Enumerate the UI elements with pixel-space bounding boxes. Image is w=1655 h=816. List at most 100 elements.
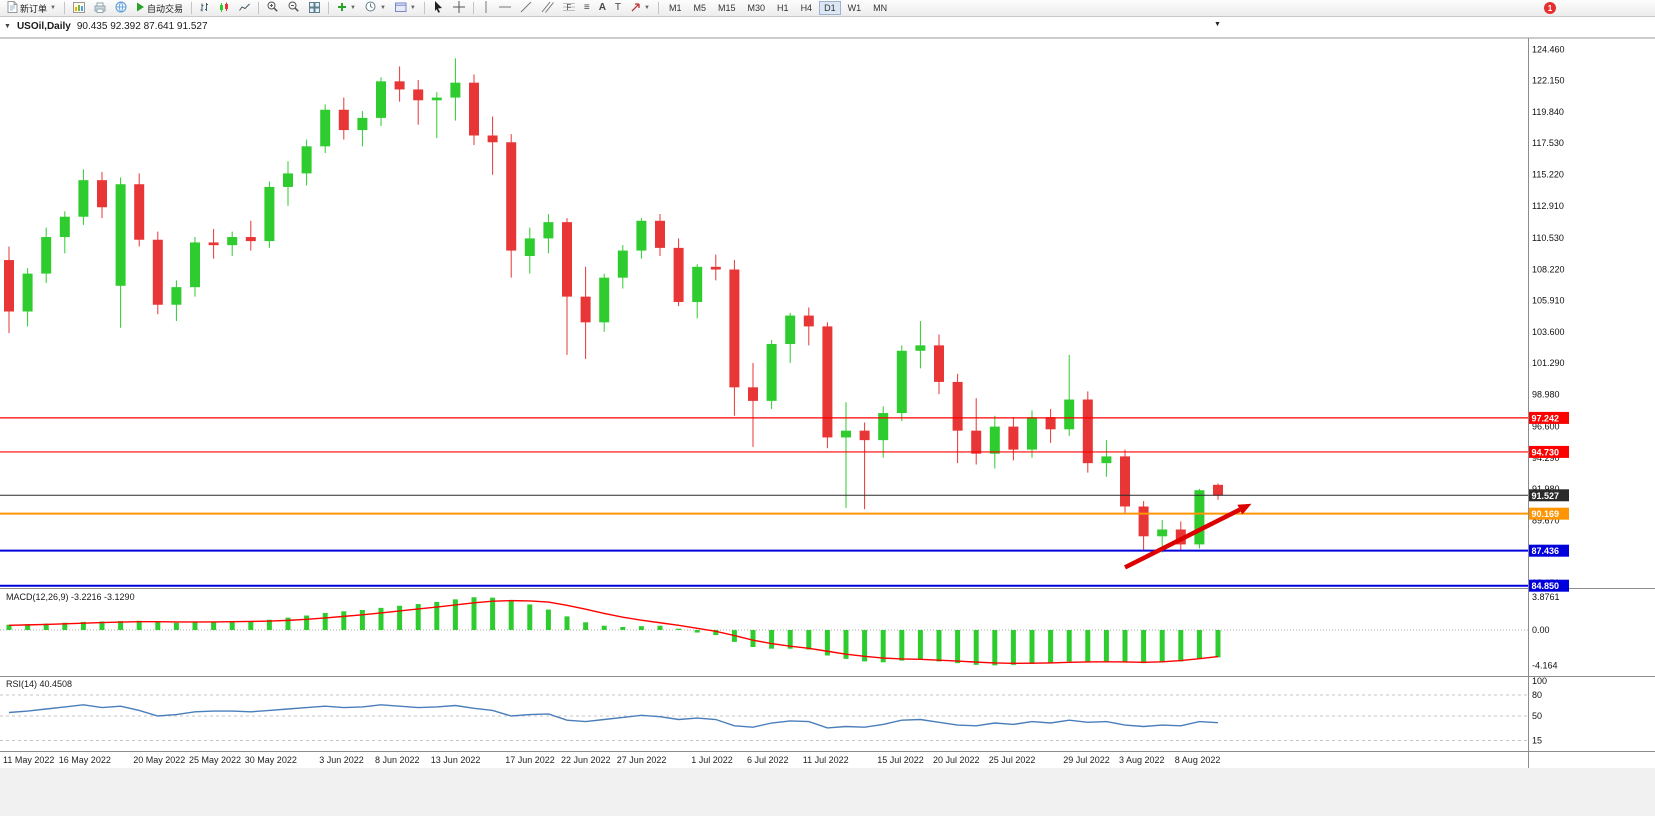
svg-text:3.8761: 3.8761 xyxy=(1532,592,1560,602)
svg-text:91.527: 91.527 xyxy=(1532,491,1560,501)
svg-text:110.530: 110.530 xyxy=(1532,233,1564,243)
svg-text:87.436: 87.436 xyxy=(1532,546,1560,556)
price-tag: 90.169 xyxy=(1529,507,1569,520)
svg-text:108.220: 108.220 xyxy=(1532,264,1565,274)
svg-text:11 May 2022: 11 May 2022 xyxy=(3,755,54,765)
line-chart-icon xyxy=(239,2,250,15)
svg-text:20 May 2022: 20 May 2022 xyxy=(133,755,185,765)
date-axis[interactable]: 11 May 2022 16 May 2022 20 May 2022 25 May … xyxy=(3,755,1220,765)
trendline-button[interactable] xyxy=(516,1,536,16)
svg-text:6 Jul 2022: 6 Jul 2022 xyxy=(747,755,789,765)
svg-text:15: 15 xyxy=(1532,736,1542,746)
svg-text:98.980: 98.980 xyxy=(1532,389,1560,399)
svg-text:91.980: 91.980 xyxy=(1532,484,1560,494)
toolbar-separator xyxy=(190,2,192,14)
timeframe-button-M15[interactable]: M15 xyxy=(718,3,736,13)
chart-canvas[interactable]: 124.460 122.150 119.840 117.530 115.220 112.9… xyxy=(0,36,1655,816)
templates-button[interactable]: ▼ xyxy=(391,1,420,16)
svg-text:103.600: 103.600 xyxy=(1532,327,1565,337)
tile-windows-button[interactable] xyxy=(305,1,324,16)
price-tag: 94.730 xyxy=(1529,445,1569,458)
timeframe-button-H1[interactable]: H1 xyxy=(777,3,789,13)
horizontal-line-button[interactable] xyxy=(495,1,515,16)
timeframe-button-M30[interactable]: M30 xyxy=(747,3,766,13)
text-button[interactable]: A xyxy=(595,1,610,16)
web-button[interactable] xyxy=(111,1,131,16)
timeframe-button-MN[interactable]: MN xyxy=(873,3,888,13)
timeframe-button-M5[interactable]: M5 xyxy=(693,3,707,13)
svg-text:8 Aug 2022: 8 Aug 2022 xyxy=(1175,755,1221,765)
horizontal-lines xyxy=(0,417,1528,587)
zoom-in-button[interactable] xyxy=(263,1,283,16)
chevron-down-icon: ▼ xyxy=(349,5,356,11)
svg-text:11 Jul 2022: 11 Jul 2022 xyxy=(803,755,849,765)
channel-button[interactable] xyxy=(537,1,558,16)
periods-button[interactable]: ▼ xyxy=(361,1,390,16)
candlestick-chart-button[interactable] xyxy=(215,1,234,16)
crosshair-icon xyxy=(452,1,465,15)
timeframe-button-M1[interactable]: M1 xyxy=(668,3,682,13)
svg-text:22 Jun 2022: 22 Jun 2022 xyxy=(561,755,611,765)
new-chart-button[interactable]: ▼ xyxy=(333,1,360,16)
toolbar-separator xyxy=(423,2,425,14)
horizontal-line-icon xyxy=(498,3,511,13)
svg-text:115.220: 115.220 xyxy=(1532,169,1564,179)
chevron-down-icon: ▼ xyxy=(50,5,56,11)
macd-signal-line xyxy=(8,599,1219,665)
svg-text:25 Jul 2022: 25 Jul 2022 xyxy=(989,755,1036,765)
price-tag: 87.436 xyxy=(1529,544,1569,557)
print-icon xyxy=(94,2,106,15)
template-icon xyxy=(394,2,407,15)
price-tag: 84.850 xyxy=(1529,579,1569,592)
crosshair-button[interactable] xyxy=(449,1,469,16)
bar-chart-button[interactable] xyxy=(196,1,214,16)
channel-icon xyxy=(541,1,554,15)
print-button[interactable] xyxy=(90,1,110,16)
chart-window-button[interactable] xyxy=(69,1,89,16)
svg-text:27 Jun 2022: 27 Jun 2022 xyxy=(617,755,667,765)
cursor-icon xyxy=(433,1,444,15)
fibonacci-icon: F xyxy=(562,1,575,15)
chevron-down-icon: ▼ xyxy=(409,5,416,11)
toolbar-separator xyxy=(657,2,659,14)
zoom-out-button[interactable] xyxy=(284,1,304,16)
collapse-icon[interactable]: ▼ xyxy=(4,23,11,30)
new-order-button[interactable]: 新订单 ▼ xyxy=(3,1,60,16)
svg-text:F: F xyxy=(566,3,571,12)
trend-arrow xyxy=(1123,503,1252,570)
vertical-line-button[interactable] xyxy=(478,1,494,16)
svg-text:80: 80 xyxy=(1532,690,1542,700)
svg-text:20 Jul 2022: 20 Jul 2022 xyxy=(933,755,980,765)
svg-text:16 May 2022: 16 May 2022 xyxy=(59,755,111,765)
chart-title: USOil,Daily xyxy=(16,21,71,32)
vertical-line-icon xyxy=(482,1,490,15)
arrows-tool-button[interactable]: ▼ xyxy=(626,1,654,16)
svg-text:117.530: 117.530 xyxy=(1532,138,1564,148)
svg-text:84.850: 84.850 xyxy=(1532,581,1560,591)
svg-text:3 Jun 2022: 3 Jun 2022 xyxy=(319,755,364,765)
trendline-icon xyxy=(520,1,532,15)
svg-text:96.600: 96.600 xyxy=(1532,422,1560,432)
new-order-label: 新订单 xyxy=(20,3,48,14)
chart-shift-icon[interactable]: ▼ xyxy=(1214,21,1221,28)
text-t-icon: T xyxy=(614,2,622,13)
drawing-tools-button[interactable]: ≡ xyxy=(580,1,594,16)
cursor-button[interactable] xyxy=(429,1,448,16)
text-label-button[interactable]: T xyxy=(611,1,625,16)
timeframe-button-H4[interactable]: H4 xyxy=(800,3,813,13)
auto-trading-button[interactable]: 自动交易 xyxy=(132,1,187,16)
timeframe-button-W1[interactable]: W1 xyxy=(847,3,862,13)
svg-text:119.840: 119.840 xyxy=(1532,107,1564,117)
svg-text:0.00: 0.00 xyxy=(1532,625,1550,635)
toolbar-separator xyxy=(327,2,329,14)
macd-pane xyxy=(0,597,1528,666)
svg-text:50: 50 xyxy=(1532,711,1542,721)
bar-chart-icon xyxy=(200,2,210,15)
arrow-marker-icon xyxy=(630,2,641,15)
play-icon xyxy=(136,2,145,14)
timeframe-button-D1[interactable]: D1 xyxy=(819,1,841,15)
fibonacci-button[interactable]: F xyxy=(559,1,579,16)
notification-badge[interactable]: 1 xyxy=(1544,2,1556,14)
macd-indicator-label: MACD(12,26,9) -3.2216 -3.1290 xyxy=(6,592,135,602)
line-chart-button[interactable] xyxy=(235,1,254,16)
